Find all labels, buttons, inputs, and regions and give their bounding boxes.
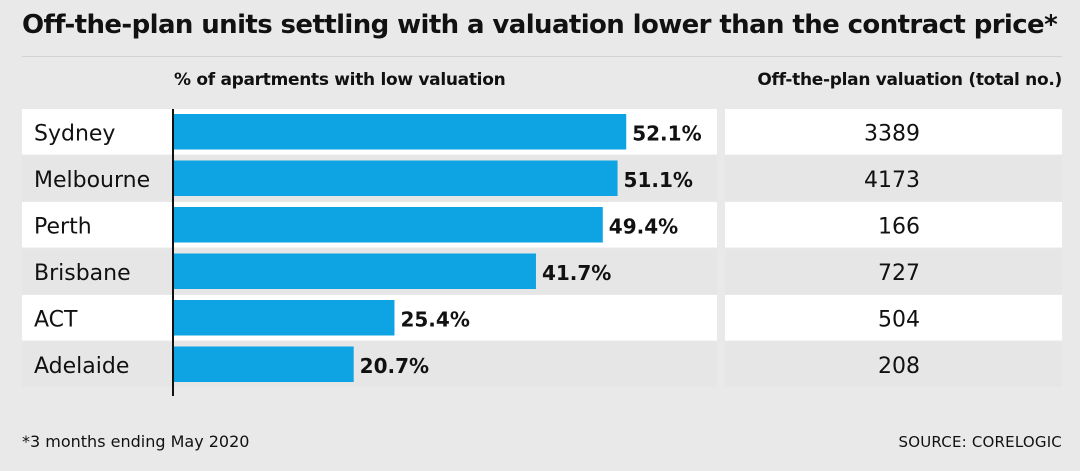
row-background-right (725, 341, 1062, 387)
value-label: 49.4% (609, 214, 678, 238)
category-label: ACT (34, 307, 78, 332)
row-background-right (725, 109, 1062, 155)
category-label: Perth (34, 214, 92, 239)
value-label: 41.7% (542, 261, 611, 285)
title-divider (22, 56, 1062, 57)
total-value: 4173 (864, 168, 920, 193)
row-background-right (725, 155, 1062, 201)
bar-chart: Sydney 52.1% 3389 Melbourne 51.1% 4173 Perth 49… (22, 109, 1062, 396)
bar (174, 207, 603, 243)
total-value: 166 (878, 214, 920, 239)
value-label: 25.4% (400, 307, 469, 331)
footnote: *3 months ending May 2020 (22, 432, 250, 451)
bar (174, 160, 618, 196)
total-value: 727 (878, 261, 920, 286)
source-note: SOURCE: CORELOGIC (898, 433, 1062, 451)
total-column-header: Off-the-plan valuation (total no.) (757, 70, 1062, 90)
category-label: Sydney (34, 121, 115, 146)
row-background-right (725, 202, 1062, 248)
category-label: Melbourne (34, 168, 150, 193)
bar-column-header: % of apartments with low valuation (174, 70, 506, 90)
chart-title: Off-the-plan units settling with a valua… (22, 10, 1058, 40)
value-label: 51.1% (624, 168, 693, 192)
bar (174, 346, 354, 382)
bar (174, 300, 395, 336)
row-background-left (22, 341, 717, 387)
value-label: 52.1% (632, 121, 701, 145)
bar (174, 114, 627, 150)
total-value: 3389 (864, 121, 920, 146)
bar (174, 253, 536, 289)
total-value: 504 (878, 307, 920, 332)
row-background-right (725, 248, 1062, 294)
category-label: Brisbane (34, 261, 131, 286)
total-value: 208 (878, 354, 920, 379)
value-label: 20.7% (360, 354, 429, 378)
category-label: Adelaide (34, 354, 129, 379)
row-background-right (725, 295, 1062, 341)
